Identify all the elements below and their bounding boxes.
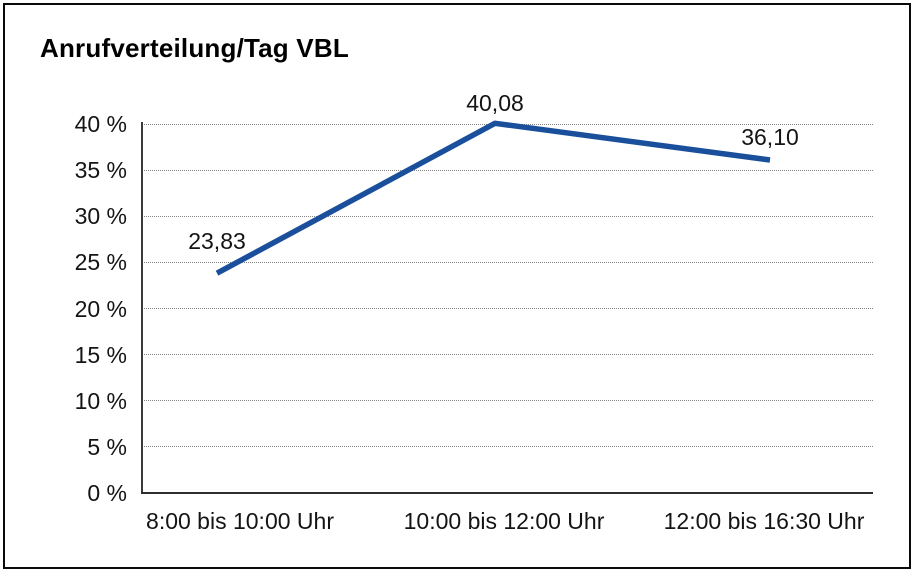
- gridline: [142, 215, 873, 217]
- y-axis-tick-label: 5 %: [87, 433, 127, 460]
- y-axis-tick-label: 30 %: [74, 203, 127, 230]
- y-axis-tick-label: 20 %: [74, 295, 127, 322]
- x-axis-category-label: 8:00 bis 10:00 Uhr: [146, 508, 334, 534]
- gridline: [142, 400, 873, 402]
- y-axis-tick-label: 35 %: [74, 157, 127, 184]
- x-axis-category-label: 10:00 bis 12:00 Uhr: [403, 508, 605, 534]
- data-point-label: 36,10: [741, 123, 799, 150]
- gridline: [142, 169, 873, 171]
- x-axis-line: [141, 492, 873, 494]
- chart-title: Anrufverteilung/Tag VBL: [40, 33, 349, 63]
- y-axis-tick-label: 10 %: [74, 387, 127, 414]
- gridline: [142, 308, 873, 309]
- data-point-label: 40,08: [466, 90, 524, 117]
- gridline: [142, 354, 873, 356]
- data-point-label: 23,83: [188, 228, 246, 255]
- gridline: [142, 446, 873, 448]
- y-axis-tick-label: 0 %: [87, 480, 127, 506]
- chart-border-frame: [3, 3, 911, 569]
- y-axis-tick-label: 25 %: [74, 249, 127, 276]
- y-axis-tick-label: 40 %: [74, 111, 127, 137]
- y-axis-line: [141, 122, 143, 493]
- data-line: [215, 120, 771, 276]
- gridline: [142, 261, 873, 263]
- x-axis-category-label: 12:00 bis 16:30 Uhr: [663, 508, 865, 534]
- y-axis-tick-label: 15 %: [74, 341, 127, 368]
